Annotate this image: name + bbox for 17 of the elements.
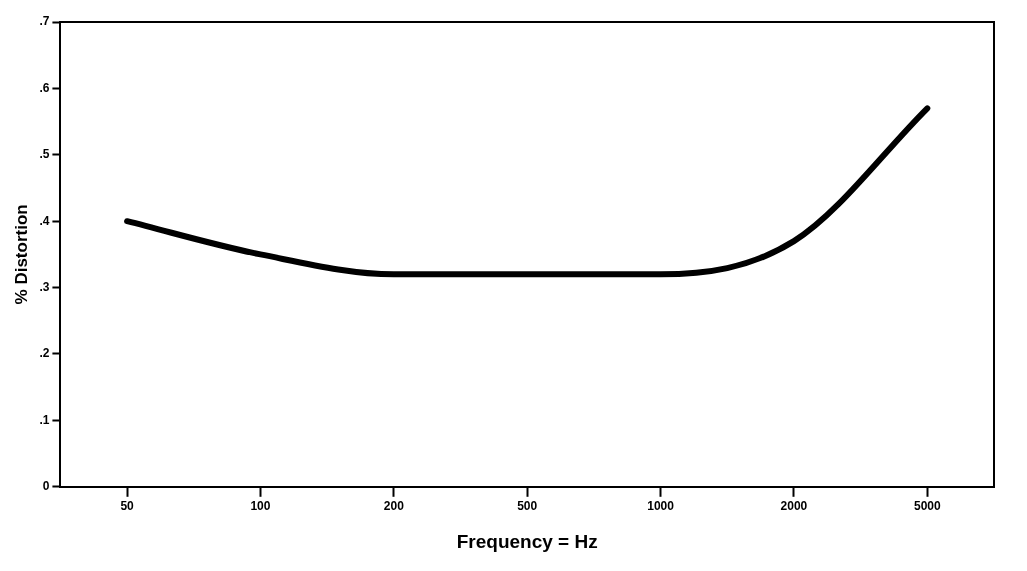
y-tick-label: .6 bbox=[39, 80, 50, 95]
y-tick-label: .3 bbox=[39, 279, 50, 294]
y-tick-label: 0 bbox=[42, 479, 50, 494]
y-axis-title: % Distortion bbox=[11, 204, 31, 305]
x-tick-label: 1000 bbox=[647, 499, 675, 514]
x-tick-label: 100 bbox=[250, 499, 271, 514]
y-tick-label: .7 bbox=[39, 14, 50, 29]
x-tick-label: 2000 bbox=[780, 499, 808, 514]
x-tick-label: 5000 bbox=[913, 499, 941, 514]
x-tick-label: 200 bbox=[383, 499, 405, 514]
x-axis-title: Frequency = Hz bbox=[456, 530, 598, 552]
y-tick-label: .4 bbox=[39, 213, 50, 228]
y-tick-label: .1 bbox=[39, 412, 50, 427]
x-tick-label: 50 bbox=[120, 499, 135, 514]
y-tick-label: .2 bbox=[39, 346, 50, 361]
x-tick-label: 500 bbox=[517, 499, 538, 514]
y-tick-label: .5 bbox=[39, 147, 50, 162]
